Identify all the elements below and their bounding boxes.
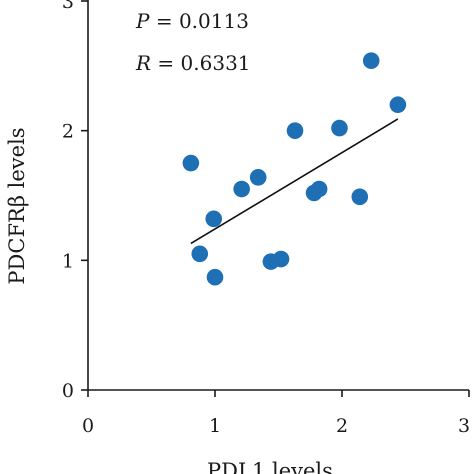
data-point bbox=[191, 245, 209, 263]
data-point bbox=[331, 119, 348, 137]
x-tick-label: 3 bbox=[458, 415, 470, 437]
data-point bbox=[362, 52, 380, 69]
data-point bbox=[286, 122, 304, 139]
y-ticks: 0 1 2 3 bbox=[62, 0, 88, 402]
r-label: R bbox=[135, 51, 151, 75]
y-axis-label: PDCFRβ levels bbox=[5, 127, 29, 284]
regression-line bbox=[190, 118, 399, 245]
data-point bbox=[272, 250, 290, 268]
p-value-annotation: P = 0.0113 bbox=[135, 9, 249, 33]
x-tick-label: 0 bbox=[82, 415, 94, 437]
p-label: P bbox=[135, 9, 150, 33]
data-point bbox=[182, 154, 200, 172]
data-point bbox=[351, 188, 369, 206]
x-tick-label: 2 bbox=[336, 415, 348, 437]
data-point bbox=[205, 210, 223, 228]
data-point bbox=[389, 96, 407, 114]
y-tick-label: 0 bbox=[62, 380, 74, 402]
y-tick-label: 1 bbox=[62, 250, 74, 272]
data-point bbox=[249, 169, 267, 186]
data-point bbox=[310, 180, 328, 198]
axes bbox=[87, 0, 469, 391]
data-point bbox=[233, 180, 250, 198]
y-tick-label: 3 bbox=[62, 0, 74, 13]
p-value: = 0.0113 bbox=[149, 9, 248, 33]
data-points bbox=[182, 52, 407, 286]
y-tick-label: 2 bbox=[62, 121, 74, 143]
x-tick-label: 1 bbox=[209, 415, 221, 437]
r-value: = 0.6331 bbox=[151, 51, 250, 75]
x-ticks: 0 1 2 3 bbox=[82, 390, 470, 437]
data-point bbox=[206, 268, 224, 286]
r-value-annotation: R = 0.6331 bbox=[135, 51, 251, 75]
x-axis-label: PDL1 levels bbox=[207, 459, 333, 474]
